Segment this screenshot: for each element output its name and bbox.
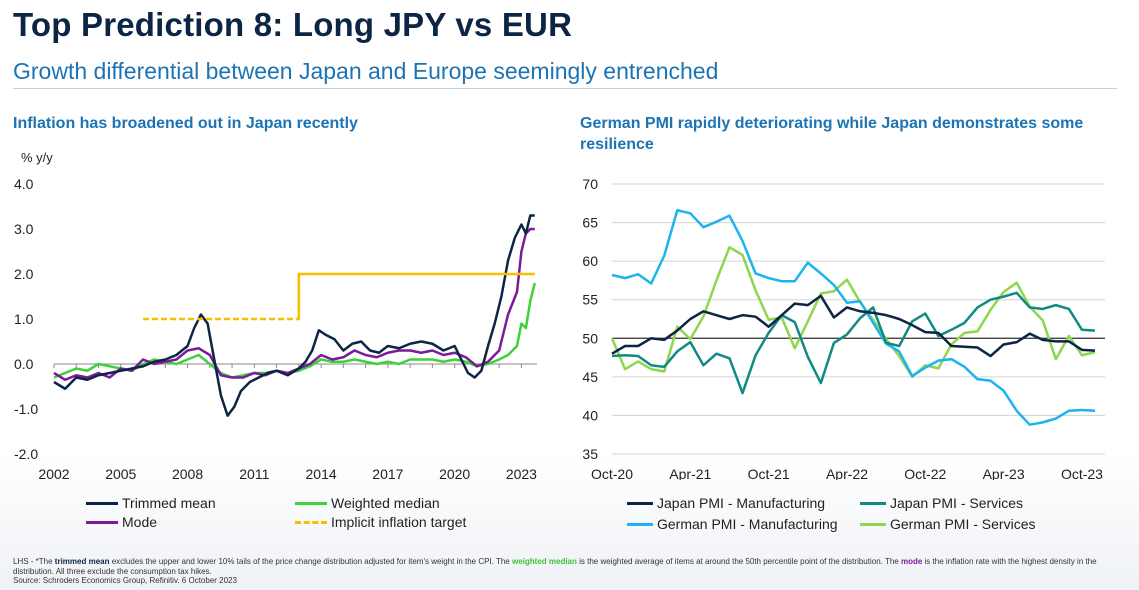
- x-tick-label: 2017: [372, 466, 403, 480]
- legend-swatch: [295, 501, 327, 505]
- series-line-german-pmi-services: [610, 246, 1096, 379]
- y-tick-label: 45: [582, 369, 598, 385]
- legend-swatch: [860, 522, 886, 526]
- x-tick-label: Oct-23: [1061, 466, 1103, 480]
- legend-swatch: [295, 520, 327, 524]
- y-tick-label: 2.0: [14, 266, 34, 282]
- legend-item-german-pmi-services: German PMI - Services: [860, 516, 1035, 532]
- legend-label: German PMI - Services: [890, 516, 1036, 532]
- legend-item-trimmed-mean: Trimmed mean: [86, 495, 216, 511]
- page-subtitle: Growth differential between Japan and Eu…: [13, 58, 719, 84]
- x-tick-label: 2023: [506, 466, 537, 480]
- legend-label: German PMI - Manufacturing: [657, 516, 838, 532]
- y-tick-label: 1.0: [14, 311, 34, 327]
- series-line-implicit-target: [297, 272, 535, 319]
- footnote-mode: mode: [900, 557, 923, 566]
- inflation-chart: -2.0 -1.0 0.0 1.0 2.0 3.0 4.0 2002 2005 2008 2011 2…: [14, 176, 537, 480]
- x-tick-label: 2011: [239, 466, 269, 480]
- legend-item-mode: Mode: [86, 514, 157, 530]
- x-tick-label: 2008: [172, 466, 203, 480]
- legend-item-japan-pmi-services: Japan PMI - Services: [860, 495, 1023, 511]
- series-line-japan-pmi-services: [611, 291, 1096, 395]
- left-chart-title: Inflation has broadened out in Japan rec…: [13, 115, 358, 132]
- y-tick-label: 40: [582, 407, 598, 423]
- legend-label: Trimmed mean: [122, 495, 216, 511]
- legend-label: Mode: [122, 514, 158, 530]
- x-tick-label: Oct-22: [904, 466, 946, 480]
- series-line-trimmed-mean: [53, 214, 535, 417]
- y-tick-label: 3.0: [14, 221, 34, 237]
- y-tick-label: -2.0: [14, 446, 38, 462]
- x-tick-label: Apr-22: [826, 466, 868, 480]
- legend-swatch: [860, 501, 886, 505]
- y-tick-label: 60: [582, 253, 598, 269]
- footnote-trimmed-mean: trimmed mean: [54, 557, 110, 566]
- right-chart-title: German PMI rapidly deteriorating while J…: [580, 115, 1084, 153]
- legend-swatch: [86, 520, 118, 524]
- footnote-weighted-median: weighted median: [511, 557, 577, 566]
- y-tick-label: -1.0: [14, 401, 38, 417]
- x-tick-label: 2005: [105, 466, 136, 480]
- header-divider: [13, 88, 1117, 89]
- y-tick-label: 35: [582, 446, 598, 462]
- y-tick-label: 70: [582, 176, 598, 192]
- x-tick-label: 2002: [38, 466, 69, 480]
- legend-swatch: [627, 522, 653, 526]
- x-tick-label: 2020: [439, 466, 470, 480]
- legend-item-japan-pmi-manufacturing: Japan PMI - Manufacturing: [627, 495, 825, 511]
- y-tick-label: 50: [582, 330, 598, 346]
- footnote: LHS - *The trimmed mean excludes the upp…: [13, 557, 1128, 586]
- series-line-german-pmi-manufacturing: [611, 208, 1096, 426]
- footnote-text: LHS - *The trimmed mean excludes the upp…: [13, 557, 1097, 576]
- legend-swatch: [627, 501, 653, 505]
- legend-item-weighted-median: Weighted median: [295, 495, 440, 511]
- x-tick-label: Oct-20: [591, 466, 633, 480]
- footnote-source: Source: Schroders Economics Group, Refin…: [13, 576, 237, 585]
- legend-item-implicit-inflation-target: Implicit inflation target: [295, 514, 466, 530]
- x-tick-label: Apr-23: [983, 466, 1025, 480]
- legend-label: Weighted median: [331, 495, 440, 511]
- series-line-japan-pmi-manufacturing: [611, 294, 1096, 358]
- x-tick-label: Apr-21: [669, 466, 711, 480]
- y-tick-label: 0.0: [14, 356, 34, 372]
- legend-label: Japan PMI - Services: [890, 495, 1024, 511]
- legend-swatch: [86, 501, 118, 505]
- page-title: Top Prediction 8: Long JPY vs EUR: [13, 6, 573, 43]
- x-tick-label: Oct-21: [748, 466, 790, 480]
- legend-item-german-pmi-manufacturing: German PMI - Manufacturing: [627, 516, 838, 532]
- legend-label: Implicit inflation target: [331, 514, 467, 530]
- pmi-chart: 35 40 45 50 55 60 65 70 Oct-20 Apr-21 Oct-21 Apr-22…: [582, 176, 1105, 480]
- left-chart-unit: % y/y: [21, 150, 53, 165]
- y-tick-label: 65: [582, 215, 598, 231]
- background-shade: [0, 455, 1139, 590]
- x-tick-label: 2014: [306, 466, 337, 480]
- legend-label: Japan PMI - Manufacturing: [657, 495, 826, 511]
- y-tick-label: 4.0: [14, 176, 34, 192]
- series-line-mode: [53, 227, 535, 381]
- y-tick-label: 55: [582, 292, 598, 308]
